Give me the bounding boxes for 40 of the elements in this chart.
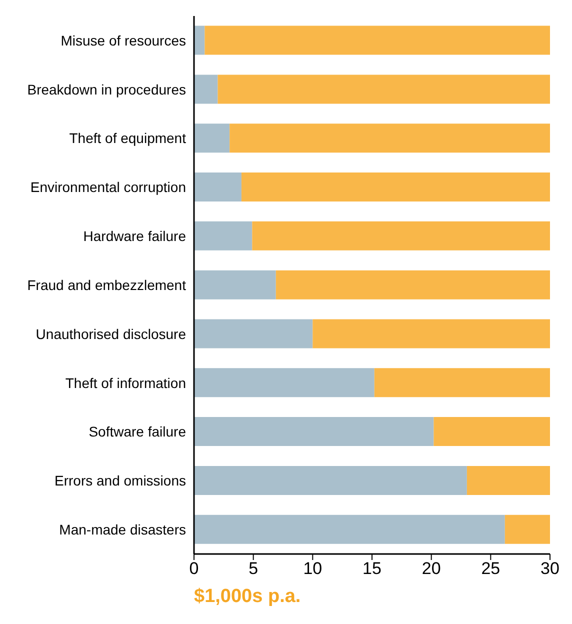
x-tick-label: 20	[422, 559, 441, 578]
bar	[312, 319, 550, 348]
bar	[204, 26, 550, 55]
bar	[504, 514, 550, 544]
y-tick-label: Software failure	[88, 424, 186, 440]
bar	[194, 74, 218, 104]
x-tick-label: 15	[362, 559, 382, 578]
bar	[434, 417, 550, 446]
bar	[194, 514, 505, 544]
y-tick-label: Unauthorised disclosure	[36, 326, 186, 342]
bar	[252, 221, 550, 250]
y-tick-label: Breakdown in procedures	[27, 81, 186, 98]
x-tick-label: 5	[248, 559, 258, 578]
y-tick-label: Theft of information	[65, 374, 186, 391]
bar	[194, 172, 242, 202]
x-tick-label: 30	[540, 559, 560, 578]
y-tick-label: Fraud and embezzlement	[27, 276, 186, 293]
bar	[276, 270, 550, 300]
bar	[374, 368, 550, 398]
x-tick-label: 10	[303, 559, 322, 578]
bar	[218, 74, 550, 104]
bar	[194, 417, 434, 446]
bar	[230, 124, 550, 153]
y-tick-label: Theft of equipment	[69, 130, 186, 146]
y-tick-label: Environmental corruption	[30, 179, 186, 196]
x-tick-label: 25	[481, 559, 500, 578]
bar	[194, 221, 252, 250]
bar	[194, 368, 374, 398]
y-tick-label: Errors and omissions	[54, 472, 186, 489]
bar	[241, 172, 550, 202]
y-tick-label: Man-made disasters	[59, 522, 186, 538]
bar	[194, 270, 276, 300]
bar	[466, 466, 550, 495]
y-tick-label: Misuse of resources	[60, 32, 186, 48]
bar	[194, 124, 230, 153]
y-tick-label: Hardware failure	[83, 228, 186, 244]
bar	[194, 319, 313, 348]
x-axis-title: $1,000s p.a.	[194, 586, 301, 608]
bar	[194, 466, 467, 495]
x-tick-label: 0	[189, 559, 199, 578]
